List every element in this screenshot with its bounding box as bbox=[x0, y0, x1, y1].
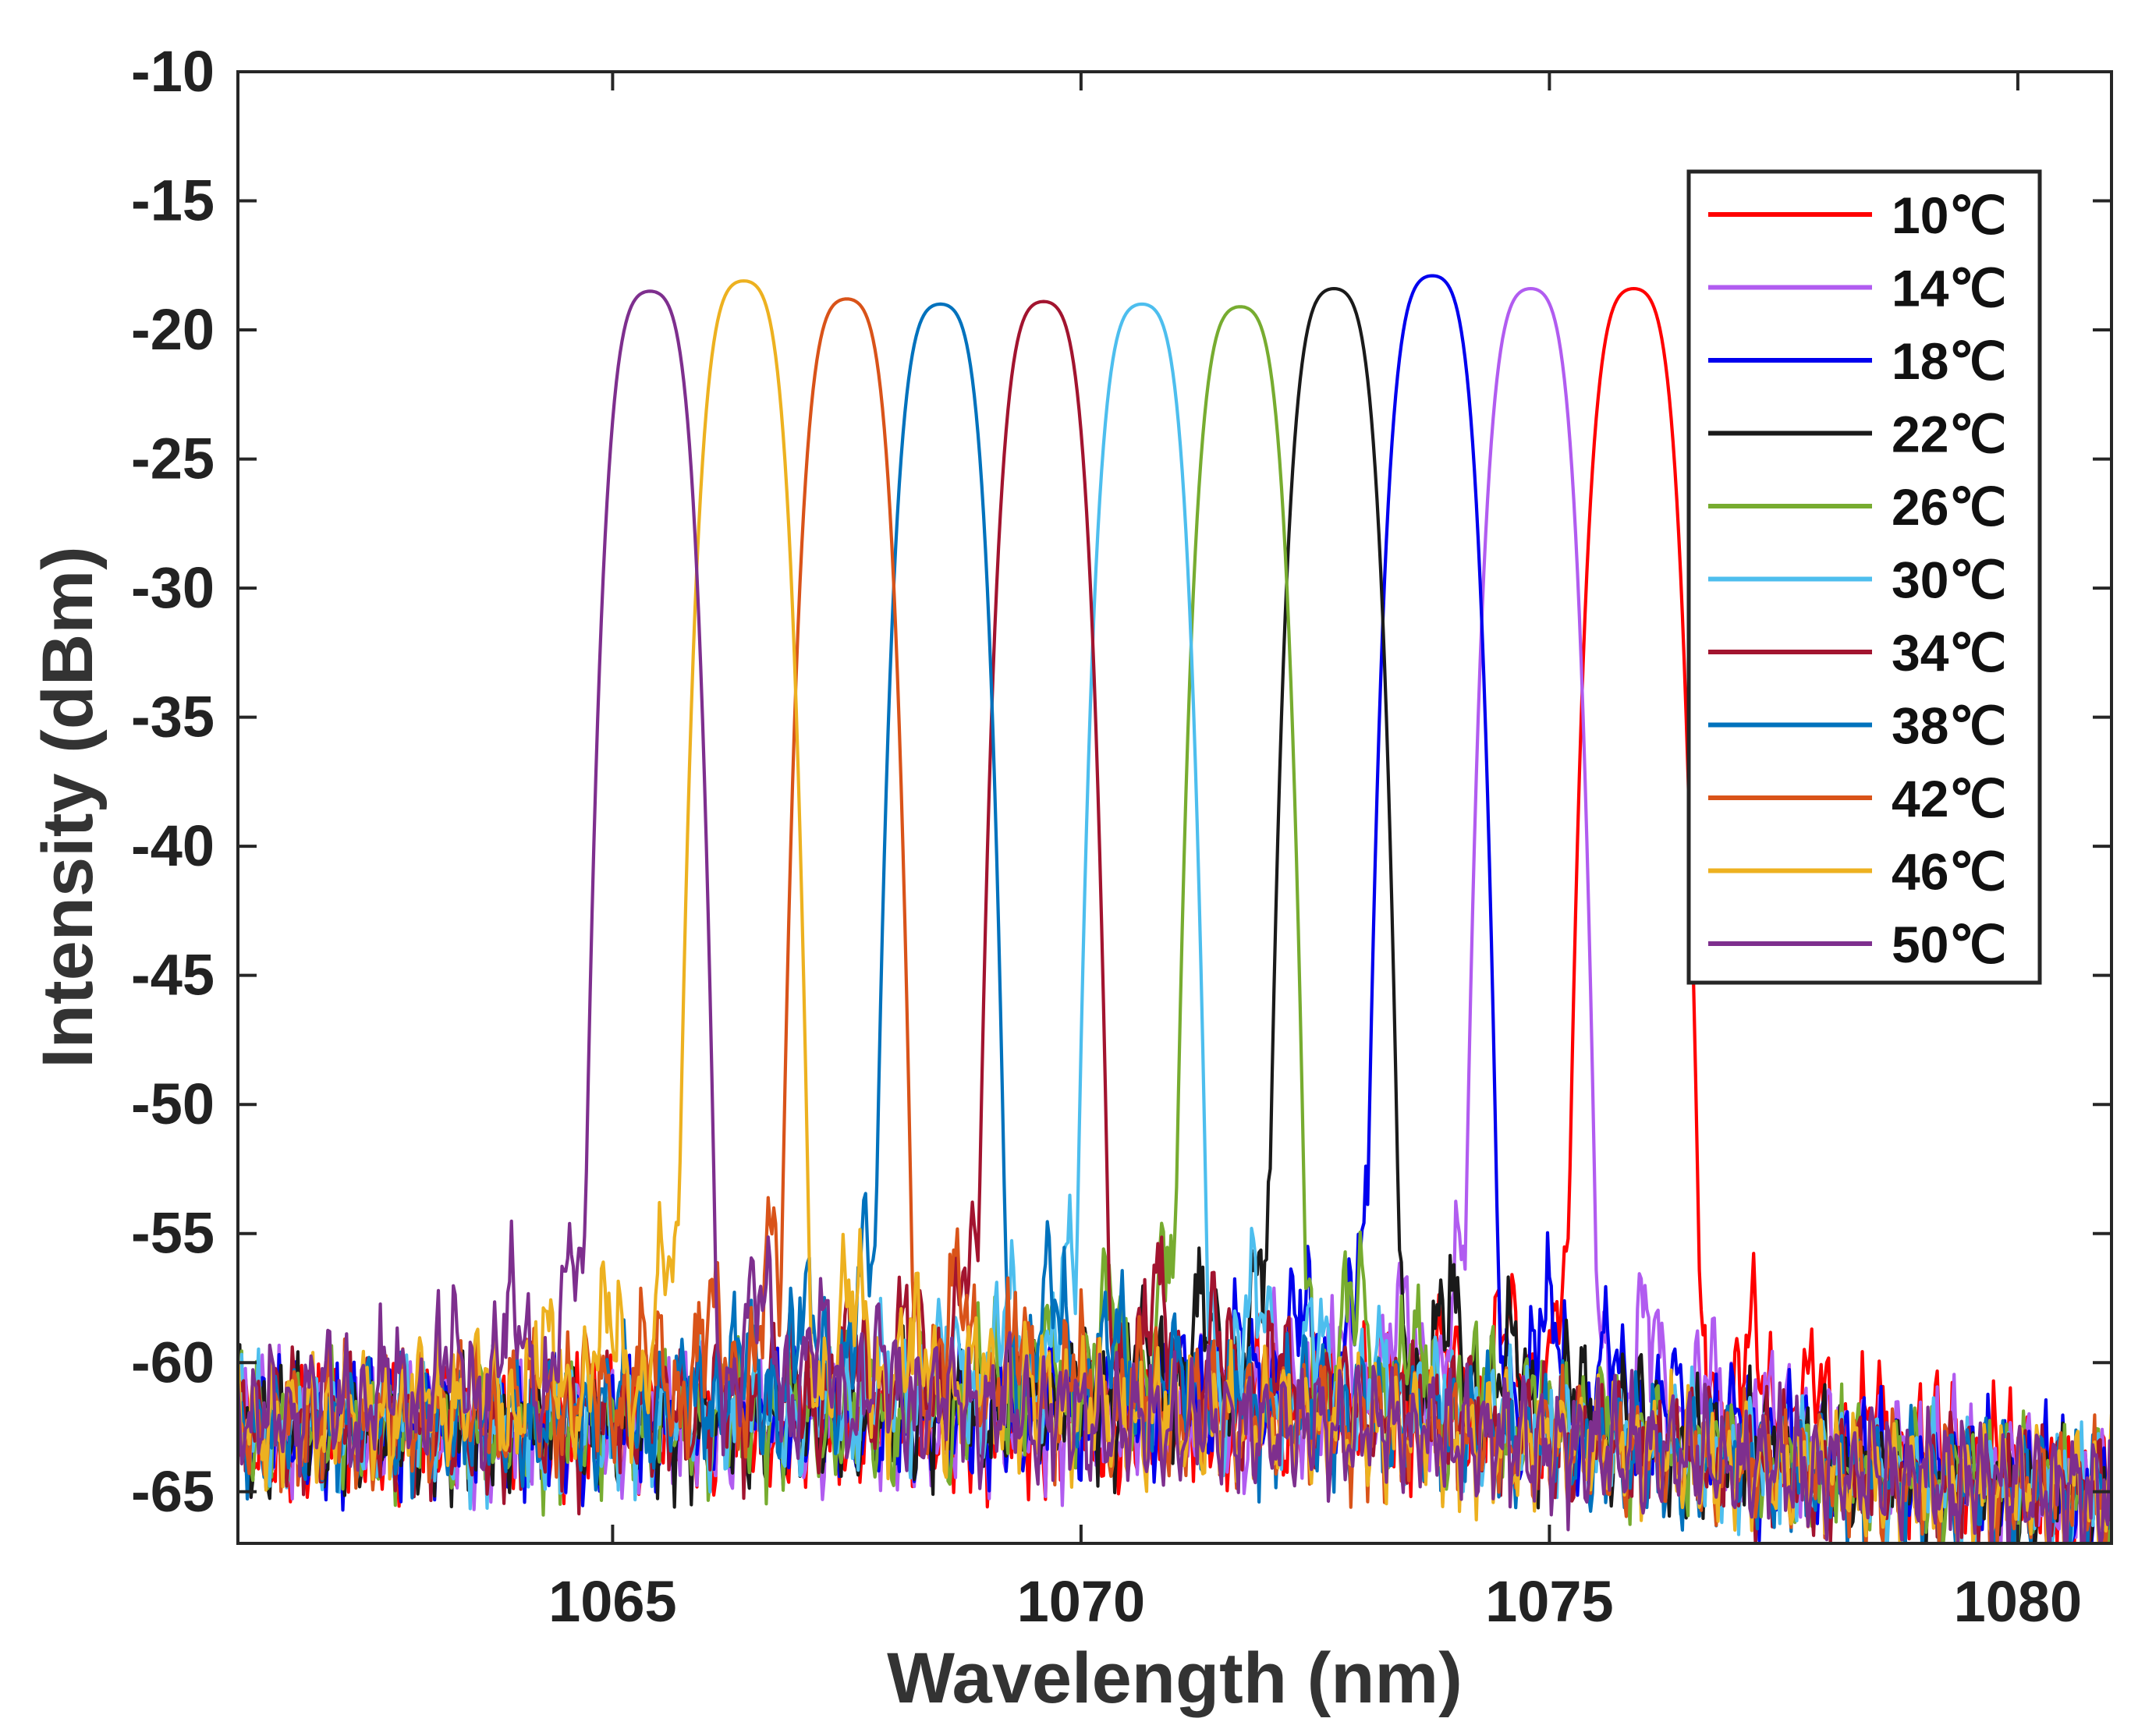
legend-label: 22℃ bbox=[1892, 406, 2007, 463]
legend-label: 26℃ bbox=[1892, 478, 2007, 536]
x-tick-label: 1070 bbox=[1017, 1569, 1146, 1634]
y-tick-label: -20 bbox=[131, 297, 215, 362]
legend-label: 46℃ bbox=[1892, 843, 2007, 901]
legend-label: 42℃ bbox=[1892, 770, 2007, 827]
y-tick-label: -50 bbox=[131, 1072, 215, 1136]
y-tick-label: -30 bbox=[131, 555, 215, 620]
y-tick-label: -25 bbox=[131, 427, 215, 491]
y-tick-label: -60 bbox=[131, 1330, 215, 1394]
legend-label: 38℃ bbox=[1892, 697, 2007, 755]
plot-frame bbox=[236, 70, 2113, 1545]
legend-label: 18℃ bbox=[1892, 332, 2007, 390]
legend-label: 34℃ bbox=[1892, 624, 2007, 682]
legend-label: 10℃ bbox=[1892, 186, 2007, 244]
legend-label: 14℃ bbox=[1892, 260, 2007, 317]
legend-label: 50℃ bbox=[1892, 916, 2007, 973]
y-tick-label: -35 bbox=[131, 685, 215, 749]
y-tick-label: -40 bbox=[131, 813, 215, 878]
ticks-layer: 1065 1070 1075 1080 -10 -15 -20 -25 -30 -35 -40 -45… bbox=[131, 39, 2111, 1634]
legend: 10℃ 14℃ 18℃ 22℃ 26℃ 30℃ 34℃ 38℃ 42℃ 46℃ 50℃ bbox=[1686, 169, 2042, 985]
series-line-11 bbox=[238, 289, 2111, 1543]
x-tick-label: 1065 bbox=[548, 1569, 677, 1634]
x-tick-label: 1075 bbox=[1485, 1569, 1614, 1634]
y-axis-title: Intensity (dBm) bbox=[28, 546, 108, 1068]
y-tick-label: -10 bbox=[131, 39, 215, 104]
legend-label: 30℃ bbox=[1892, 551, 2007, 609]
x-tick-label: 1080 bbox=[1954, 1569, 2083, 1634]
y-tick-label: -15 bbox=[131, 168, 215, 233]
x-axis-title: Wavelength (nm) bbox=[887, 1639, 1463, 1718]
series-layer bbox=[238, 274, 2111, 1543]
y-tick-label: -65 bbox=[131, 1459, 215, 1524]
y-tick-label: -55 bbox=[131, 1201, 215, 1266]
y-tick-label: -45 bbox=[131, 943, 215, 1008]
